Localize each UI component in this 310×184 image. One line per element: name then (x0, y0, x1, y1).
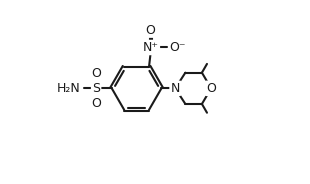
Text: O: O (146, 24, 155, 37)
Text: N: N (170, 82, 180, 95)
Text: S: S (92, 82, 100, 95)
Text: O: O (206, 82, 216, 95)
Text: O: O (91, 67, 101, 80)
Text: N⁺: N⁺ (143, 41, 159, 54)
Text: O: O (91, 97, 101, 109)
Text: O⁻: O⁻ (170, 41, 186, 54)
Text: H₂N: H₂N (57, 82, 81, 95)
